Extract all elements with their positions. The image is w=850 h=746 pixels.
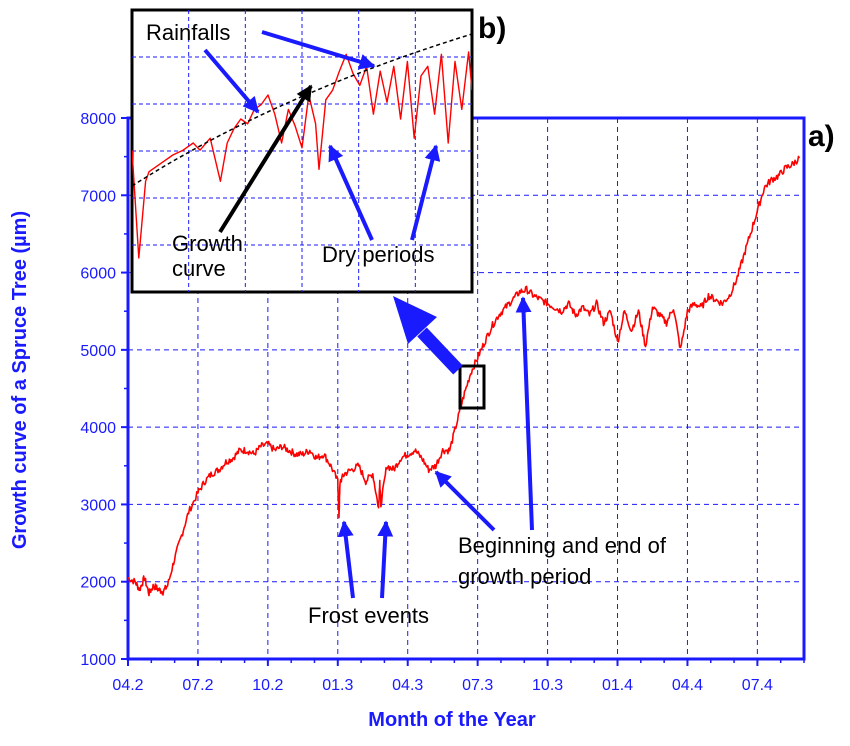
rainfalls-label: Rainfalls [146,20,230,45]
y-axis-label: Growth curve of a Spruce Tree (µm) [9,211,31,549]
frost-arrow-1 [337,520,355,599]
growth-curve-label-line2: curve [172,256,226,281]
dry-arrow-2 [410,144,441,241]
rainfall-arrow-2 [261,30,376,70]
dry-arrow-1 [328,144,374,241]
zoom-arrow-head [393,296,437,344]
x-tick-label: 10.2 [252,677,283,694]
growth-curve-arrow [218,84,313,234]
inset-growth-envelope [131,33,473,187]
panel-a-label: a) [808,120,835,153]
x-tick-label: 10.3 [532,677,563,694]
x-tick-label: 07.4 [742,677,773,694]
y-tick-label: 6000 [80,266,116,283]
growth-period-label-line1: Beginning and end of [458,533,667,558]
x-tick-label: 01.4 [602,677,633,694]
y-tick-label: 4000 [80,420,116,437]
zoom-region-box [458,364,486,410]
y-tick-label: 8000 [80,111,116,128]
growth-end-arrow [515,296,534,531]
y-axis-ticks: 1000 2000 3000 4000 5000 6000 7000 8000 [80,111,128,669]
y-tick-label: 1000 [80,652,116,669]
rainfall-arrow-1 [203,48,260,114]
inset-growth-line [132,51,472,259]
frost-events-label: Frost events [308,603,429,628]
inset-grid [132,10,472,292]
main-series [128,155,801,597]
x-axis-ticks: 04.2 07.2 10.2 01.3 04.3 07.3 10.3 01.4 04.4 07.4 [112,659,805,694]
x-tick-label: 04.2 [112,677,143,694]
y-tick-label: 2000 [80,575,116,592]
x-tick-label: 07.3 [462,677,493,694]
x-tick-label: 01.3 [322,677,353,694]
y-tick-label: 5000 [80,343,116,360]
x-tick-label: 07.2 [182,677,213,694]
x-tick-label: 04.3 [392,677,423,694]
inset-chart: b) Rainfalls Growth curve Dry periods [130,8,506,294]
panel-b-label: b) [478,12,506,45]
inset-series [132,51,472,259]
dry-periods-label: Dry periods [322,242,434,267]
x-tick-label: 04.4 [672,677,703,694]
growth-begin-arrow [434,470,496,532]
y-tick-label: 7000 [80,188,116,205]
growth-period-label-line2: growth period [458,564,591,589]
y-tick-label: 3000 [80,497,116,514]
zoom-arrow-shaft [417,327,463,375]
frost-arrow-2 [377,520,394,599]
x-axis-label: Month of the Year [368,709,536,731]
growth-curve-line [128,155,801,597]
growth-curve-label-line1: Growth [172,231,243,256]
